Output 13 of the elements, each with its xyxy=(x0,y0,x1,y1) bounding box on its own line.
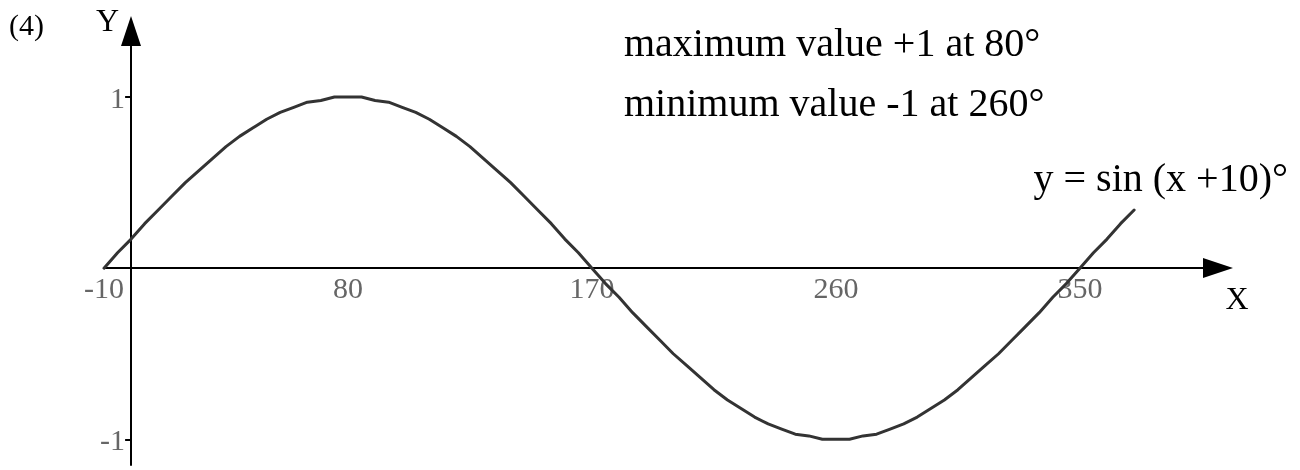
x-tick-label: 80 xyxy=(332,270,363,304)
x-axis-title: X xyxy=(1225,280,1249,317)
annotation: minimum value -1 at 260° xyxy=(624,79,1045,125)
chart-title: (4) xyxy=(9,7,44,42)
series-label: y = sin (x +10)° xyxy=(1033,155,1288,201)
x-tick-label: 260 xyxy=(813,270,859,304)
x-tick-label: -10 xyxy=(84,270,124,304)
annotation: maximum value +1 at 80° xyxy=(624,19,1041,65)
y-tick-label: -1 xyxy=(100,422,126,456)
y-axis-title: Y xyxy=(96,2,120,38)
x-tick-label: 350 xyxy=(1057,270,1103,304)
y-tick-label: 1 xyxy=(110,80,126,114)
x-tick-label: 170 xyxy=(569,270,615,304)
